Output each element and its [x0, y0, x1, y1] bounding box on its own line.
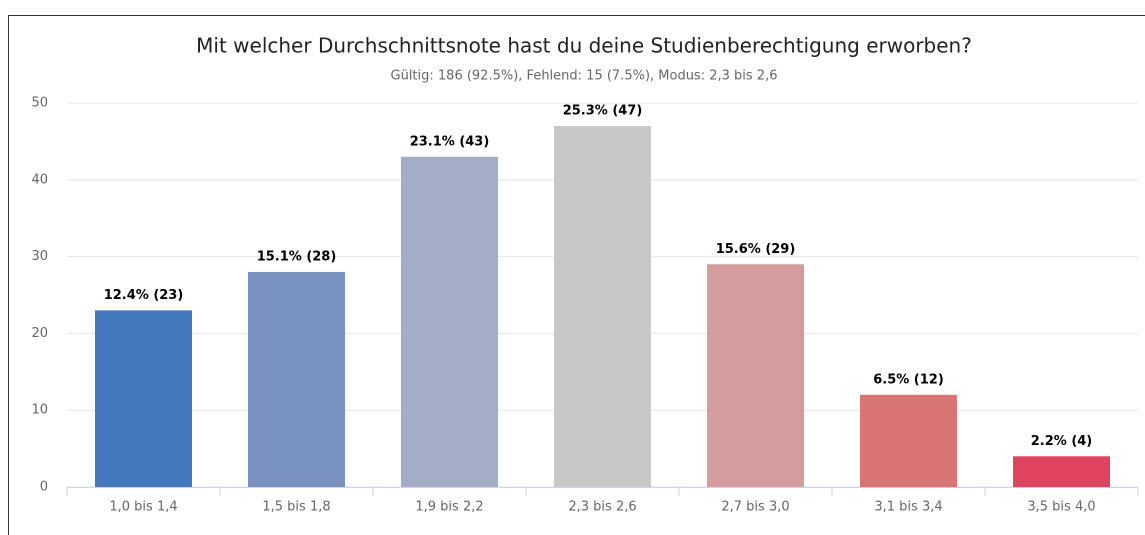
data-label: 15.6% (29): [716, 242, 796, 257]
data-label: 6.5% (12): [873, 372, 944, 387]
x-tick-label: 3,5 bis 4,0: [1027, 500, 1095, 515]
data-label: 2.2% (4): [1031, 434, 1093, 449]
y-tick-label: 20: [31, 326, 48, 341]
bar: [859, 394, 958, 487]
x-tick-label: 2,3 bis 2,6: [568, 500, 636, 515]
bar: [400, 156, 499, 487]
x-tick-label: 1,0 bis 1,4: [109, 500, 177, 515]
y-tick-label: 50: [31, 96, 48, 111]
frame: [8, 15, 1145, 535]
data-label: 12.4% (23): [104, 288, 184, 303]
x-tick-label: 1,9 bis 2,2: [415, 500, 483, 515]
y-tick-label: 40: [31, 172, 48, 187]
bar: [247, 271, 346, 487]
y-tick-label: 30: [31, 249, 48, 264]
data-label: 15.1% (28): [257, 249, 337, 264]
bar: [706, 264, 805, 487]
chart-title: Mit welcher Durchschnittsnote hast du de…: [196, 34, 972, 58]
bar: [94, 310, 193, 487]
bar: [1012, 456, 1111, 487]
data-label: 23.1% (43): [410, 134, 490, 149]
x-tick-label: 1,5 bis 1,8: [262, 500, 330, 515]
x-tick-label: 3,1 bis 3,4: [874, 500, 942, 515]
x-tick-label: 2,7 bis 3,0: [721, 500, 789, 515]
bar: [553, 126, 652, 487]
data-label: 25.3% (47): [563, 104, 643, 119]
chart-subtitle: Gültig: 186 (92.5%), Fehlend: 15 (7.5%),…: [391, 69, 778, 84]
y-tick-label: 0: [40, 480, 48, 495]
y-tick-label: 10: [31, 403, 48, 418]
